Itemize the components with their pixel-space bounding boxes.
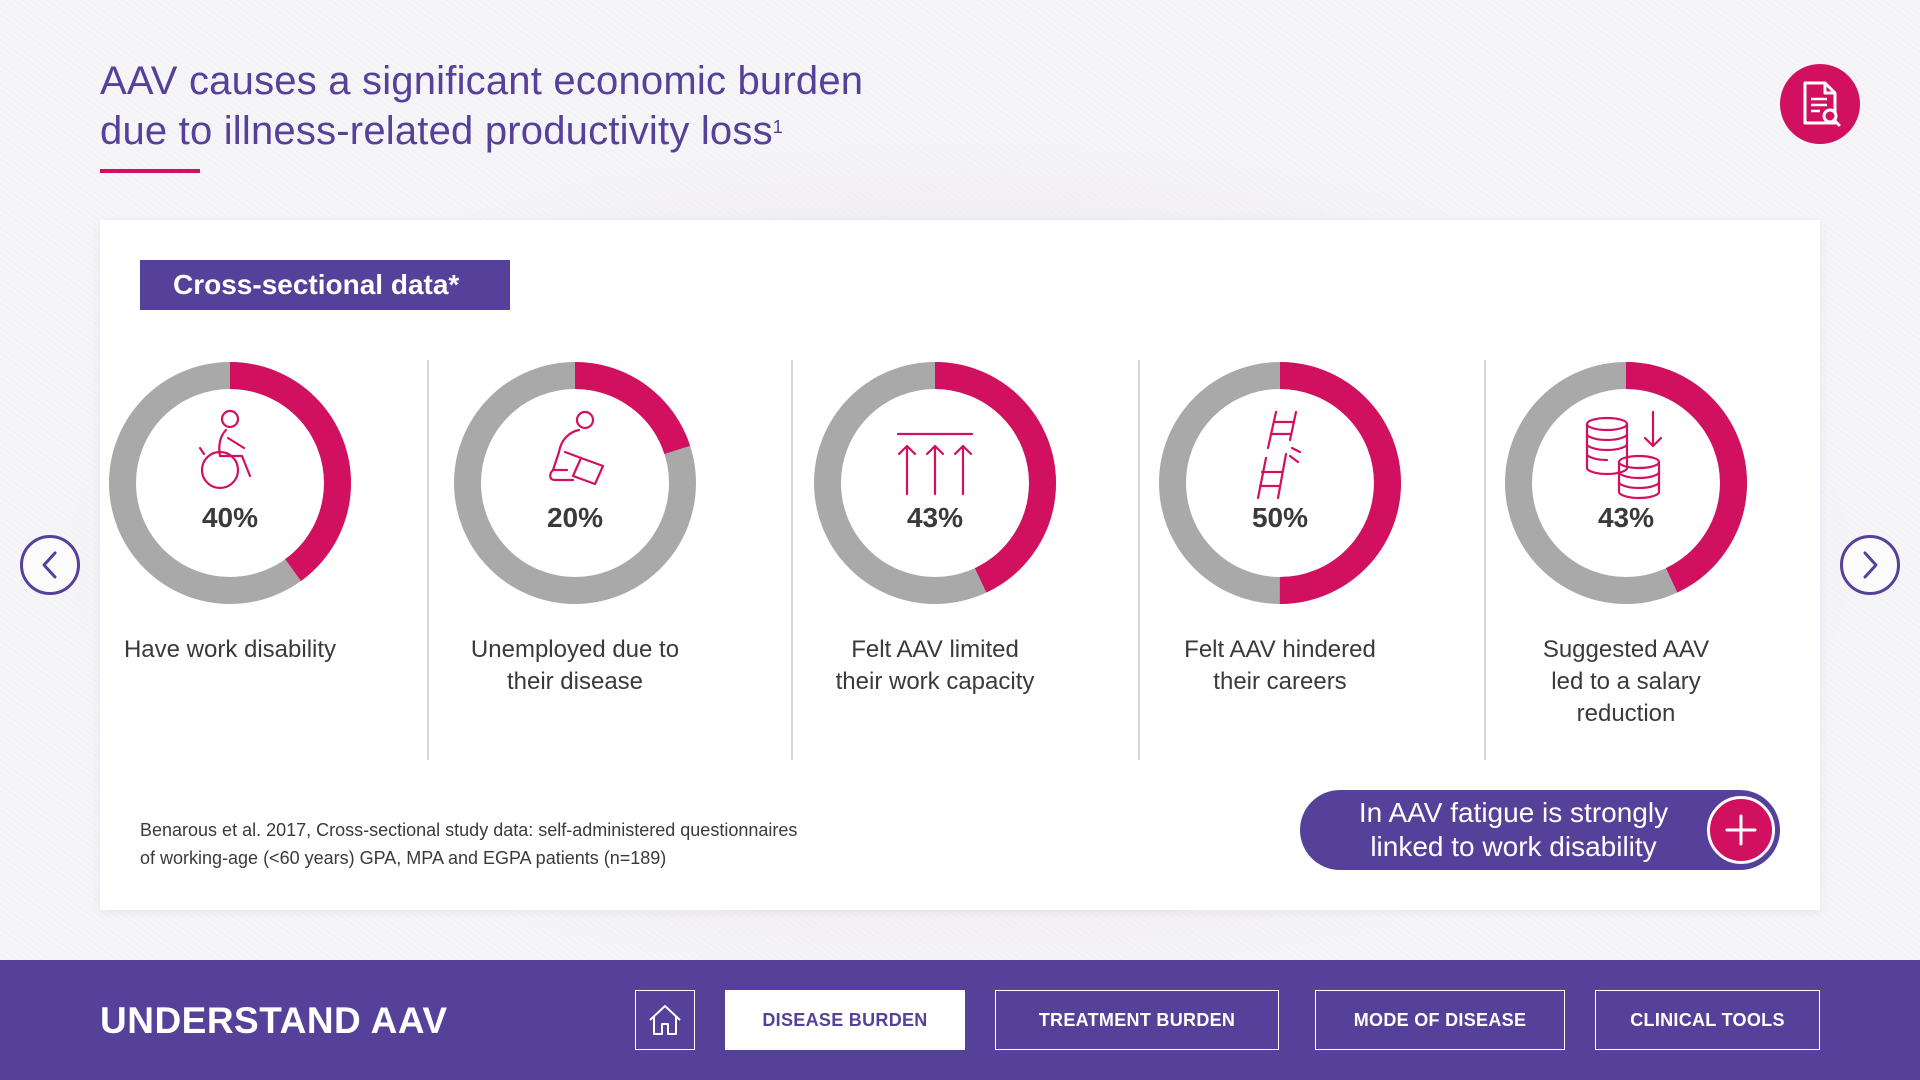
callout-text: In AAV fatigue is strongly linked to wor… (1300, 796, 1707, 864)
column-divider (1484, 360, 1486, 760)
stat-label-line: led to a salary (1551, 668, 1701, 695)
person-dropping-box-icon (452, 408, 698, 500)
chevron-right-icon (1863, 551, 1878, 579)
donut-value-arc (814, 362, 1056, 604)
page-title-line-1: AAV causes a significant economic burden (100, 59, 864, 103)
content-card: Cross-sectional data* 40% Have work disa… (100, 220, 1820, 910)
stat-salary: 43% Suggested AAV led to a salary reduct… (1501, 360, 1751, 730)
page-title: AAV causes a significant economic burden… (100, 56, 1080, 156)
tab-clinical-tools[interactable]: CLINICAL TOOLS (1595, 990, 1820, 1050)
column-divider (1138, 360, 1140, 760)
brand-title: UNDERSTAND AAV (100, 1000, 448, 1041)
donut-value-arc (1505, 362, 1747, 604)
stat-label: Unemployed due to their disease (445, 634, 705, 698)
donut-chart (1159, 362, 1401, 604)
stat-label: Suggested AAV led to a salary reduction (1501, 634, 1751, 730)
stat-label-line: reduction (1576, 700, 1676, 727)
donut-value-arc (454, 362, 696, 604)
donut-value-arc (109, 362, 351, 604)
stat-careers: 50% Felt AAV hindered their careers (1155, 360, 1405, 698)
stat-percent: 20% (546, 502, 604, 533)
column-divider (791, 360, 793, 760)
stat-label-line: Suggested AAV (1542, 636, 1710, 663)
stat-unemployed: 20% Unemployed due to their disease (445, 360, 705, 698)
stat-work-capacity: 43% Felt AAV limited their work capacity (805, 360, 1065, 698)
capped-arrows-icon (812, 408, 1058, 500)
tab-treatment-burden[interactable]: TREATMENT BURDEN (995, 990, 1279, 1050)
stat-percent: 43% (1597, 502, 1655, 533)
previous-slide-button[interactable] (20, 535, 80, 595)
title-underline (100, 169, 200, 173)
expand-plus-button[interactable] (1707, 796, 1775, 864)
stat-ring: 20% (452, 360, 698, 606)
home-button[interactable] (635, 990, 695, 1050)
stat-label-line: their disease (506, 668, 644, 695)
stat-label-line: their work capacity (835, 668, 1035, 695)
donut-value-arc (1159, 362, 1401, 604)
stat-label-line: Have work disability (123, 636, 337, 663)
stat-percent: 40% (201, 502, 259, 533)
donut-chart (1505, 362, 1747, 604)
page-title-line-2-text: due to illness-related productivity loss (100, 109, 773, 153)
reference-superscript[interactable]: 1 (772, 117, 783, 137)
stat-work-disability: 40% Have work disability (105, 360, 355, 666)
stat-label-line: Felt AAV limited (851, 636, 1019, 663)
wheelchair-icon (107, 408, 353, 500)
callout-line: In AAV fatigue is strongly (1358, 797, 1669, 828)
section-tag: Cross-sectional data* (140, 260, 510, 310)
footnote-line: of working-age (<60 years) GPA, MPA and … (140, 848, 667, 868)
fatigue-callout-button[interactable]: In AAV fatigue is strongly linked to wor… (1300, 790, 1780, 870)
page-title-line-2: due to illness-related productivity loss… (100, 106, 1080, 156)
column-divider (427, 360, 429, 760)
stat-ring: 43% (1503, 360, 1749, 606)
tab-disease-burden[interactable]: DISEASE BURDEN (725, 990, 965, 1050)
stat-label: Felt AAV limited their work capacity (805, 634, 1065, 698)
stat-percent: 50% (1251, 502, 1309, 533)
broken-ladder-icon (1157, 408, 1403, 500)
study-footnote: Benarous et al. 2017, Cross-sectional st… (140, 816, 900, 872)
coins-down-icon (1503, 408, 1749, 500)
tab-mode-of-disease[interactable]: MODE OF DISEASE (1315, 990, 1565, 1050)
stat-ring: 43% (812, 360, 1058, 606)
stat-label-line: Felt AAV hindered (1184, 636, 1376, 663)
callout-line: linked to work disability (1370, 831, 1657, 862)
donut-chart (814, 362, 1056, 604)
chevron-left-icon (42, 551, 57, 579)
stat-ring: 40% (107, 360, 353, 606)
home-icon (649, 1005, 681, 1035)
document-search-icon (1803, 81, 1841, 127)
stat-ring: 50% (1157, 360, 1403, 606)
stat-percent: 43% (906, 502, 964, 533)
donut-chart (109, 362, 351, 604)
footer-nav-bar: UNDERSTAND AAV DISEASE BURDEN TREATMENT … (0, 960, 1920, 1080)
stat-label-line: their careers (1213, 668, 1347, 695)
next-slide-button[interactable] (1840, 535, 1900, 595)
stat-label: Have work disability (105, 634, 355, 666)
stat-label: Felt AAV hindered their careers (1155, 634, 1405, 698)
plus-icon (1725, 814, 1757, 846)
stat-label-line: Unemployed due to (470, 636, 680, 663)
footnote-line: Benarous et al. 2017, Cross-sectional st… (140, 820, 798, 840)
references-button[interactable] (1780, 64, 1860, 144)
donut-chart (454, 362, 696, 604)
